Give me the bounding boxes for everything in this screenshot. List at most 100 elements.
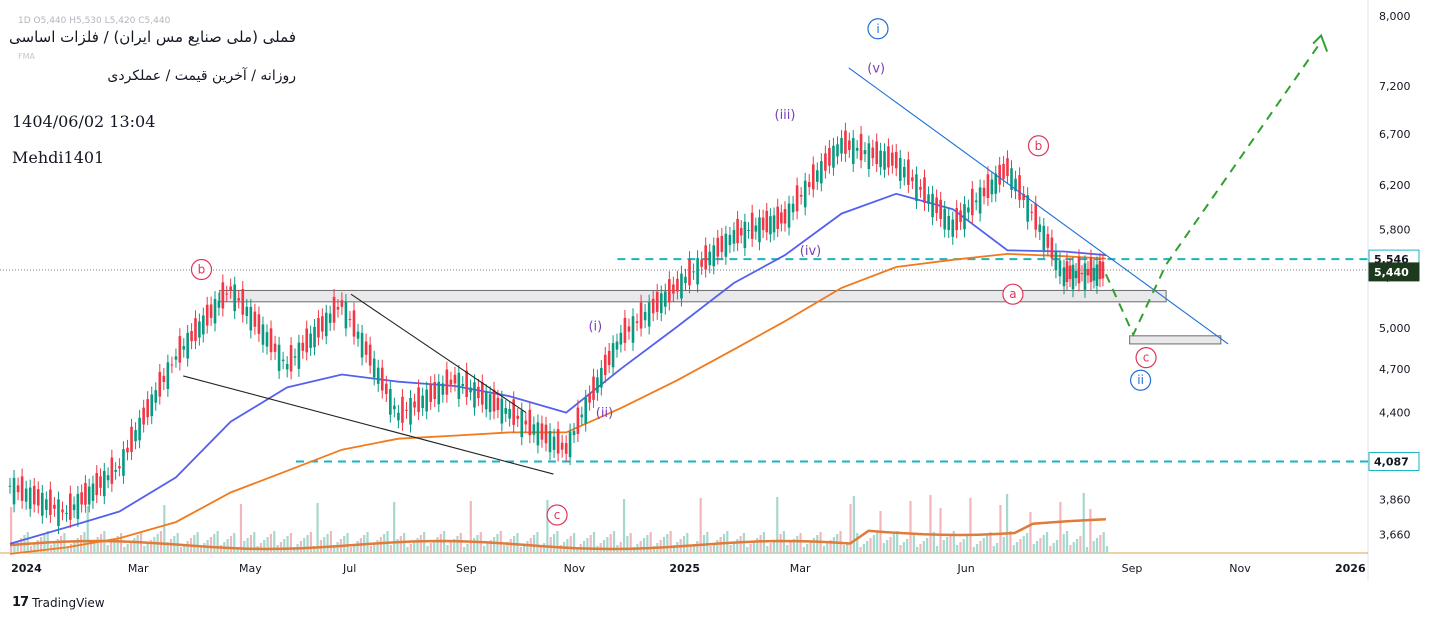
volume-bar <box>792 539 796 553</box>
volume-bar <box>816 535 819 553</box>
candle-body <box>840 137 843 154</box>
volume-bar <box>886 540 889 553</box>
ohlc-readout: 1D O5,440 H5,530 L5,420 C5,440 <box>18 16 171 26</box>
candle-body <box>241 288 245 315</box>
wave-label-major: ii <box>1129 369 1152 391</box>
volume-bar <box>1099 535 1102 553</box>
candle-body <box>998 164 1001 185</box>
candle-body <box>1038 224 1042 232</box>
candle-body <box>281 359 285 362</box>
candle-body <box>221 282 225 309</box>
volume-bar <box>409 544 412 553</box>
candle-body <box>544 424 548 444</box>
volume-bar <box>986 535 989 553</box>
candle-body <box>955 208 958 231</box>
candle-body <box>811 164 815 190</box>
volume-bar <box>539 546 542 553</box>
volume-bar <box>146 543 149 553</box>
candle-body <box>971 188 974 216</box>
volume-bar <box>746 547 749 553</box>
candle-body <box>769 216 772 235</box>
candle-body <box>28 487 32 509</box>
volume-bar <box>592 532 596 553</box>
candle-body <box>1006 158 1009 177</box>
candle-body <box>959 210 962 222</box>
candle-body <box>919 186 922 190</box>
volume-bar <box>809 541 812 553</box>
candle-body <box>596 377 599 393</box>
volume-bar <box>1002 537 1005 553</box>
volume-bar <box>766 546 769 553</box>
candle-body <box>8 485 12 487</box>
volume-bar <box>449 542 452 553</box>
volume-bar <box>289 533 293 553</box>
candle-body <box>103 470 106 497</box>
volume-bar <box>73 541 76 553</box>
candle-body <box>12 477 16 505</box>
volume-bar <box>869 538 872 553</box>
candle-body <box>20 476 24 501</box>
candle-body <box>126 447 129 453</box>
candle-body <box>867 143 871 169</box>
wave-label-text: c <box>554 508 561 522</box>
volume-bar <box>453 539 456 553</box>
volume-bar <box>899 545 902 553</box>
x-tick-label: Sep <box>1122 562 1143 575</box>
volume-bar <box>179 547 183 553</box>
candle-body <box>356 331 360 339</box>
candle-body <box>828 148 831 166</box>
volume-bar <box>639 541 642 553</box>
volume-bar <box>489 540 492 553</box>
volume-bar <box>889 537 892 553</box>
volume-bar <box>96 537 99 553</box>
volume-bar <box>303 538 306 553</box>
candle-body <box>923 177 926 204</box>
volume-bar <box>692 544 696 553</box>
volume-bar <box>882 543 885 553</box>
candle-body <box>1030 211 1033 213</box>
candle-body <box>736 218 739 244</box>
candle-body <box>516 415 520 419</box>
candle-body <box>776 206 780 229</box>
volume-bar <box>1089 509 1092 553</box>
candle-body <box>130 426 133 452</box>
volume-bar <box>519 547 522 553</box>
volume-bar <box>536 532 539 553</box>
volume-bar <box>149 540 153 553</box>
volume-bar <box>266 537 269 553</box>
wave-label-corr: c <box>546 504 568 526</box>
candle-body <box>53 504 56 509</box>
volume-bar <box>433 540 436 553</box>
volume-bar <box>736 539 739 553</box>
candle-body <box>712 245 716 267</box>
candle-body <box>927 194 930 204</box>
candle-body <box>209 304 213 318</box>
volume-bar <box>602 540 606 553</box>
tradingview-logo[interactable]: 17 TradingView <box>12 595 105 610</box>
volume-bar <box>1092 541 1095 553</box>
volume-bar <box>1079 536 1082 553</box>
tradingview-icon: 17 <box>12 595 29 610</box>
volume-bar <box>939 508 942 553</box>
volume-bar <box>329 531 332 553</box>
volume-bar <box>233 533 236 553</box>
candle-body <box>512 399 515 425</box>
candle-body <box>217 300 221 308</box>
wave-label-text: a <box>1009 287 1016 301</box>
candle-body <box>532 424 536 435</box>
wave-label-circle <box>190 258 213 281</box>
candle-body <box>576 407 580 434</box>
volume-bar <box>326 534 329 553</box>
candle-body <box>603 354 607 376</box>
candle-body <box>425 389 428 412</box>
volume-bar <box>872 535 875 553</box>
volume-bar <box>63 533 66 553</box>
candle-body <box>421 395 424 408</box>
candle-body <box>978 187 982 214</box>
volume-bar <box>366 532 369 553</box>
volume-bar <box>83 532 86 553</box>
volume-bar <box>56 539 59 553</box>
candle-body <box>122 449 125 476</box>
volume-bar <box>1059 502 1062 553</box>
